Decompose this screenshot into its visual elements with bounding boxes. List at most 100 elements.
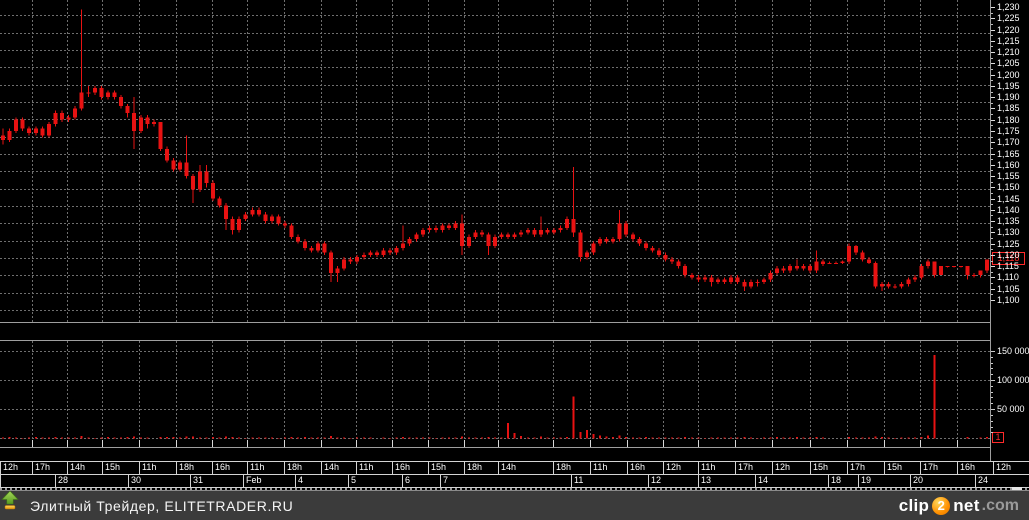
volume-bar bbox=[520, 435, 523, 439]
price-tick-label: 1,195 bbox=[997, 81, 1020, 91]
hour-cell: 12h bbox=[663, 462, 698, 474]
volume-bar bbox=[913, 437, 916, 439]
candle-body bbox=[761, 279, 766, 282]
candle-body bbox=[630, 234, 635, 240]
price-tick bbox=[991, 255, 995, 256]
volume-bar bbox=[907, 437, 910, 439]
volume-bar bbox=[592, 433, 595, 439]
volume-bar bbox=[448, 437, 451, 439]
candle-body bbox=[604, 239, 609, 242]
candle-body bbox=[958, 266, 963, 268]
pane-separator-top[interactable] bbox=[0, 322, 990, 323]
candle-body bbox=[460, 223, 465, 246]
volume-bar bbox=[270, 437, 273, 439]
volume-tick bbox=[991, 380, 995, 381]
volume-bar bbox=[605, 436, 608, 439]
volume-bar bbox=[553, 437, 556, 439]
candle-body bbox=[66, 117, 71, 120]
candle-body bbox=[269, 216, 274, 222]
price-tick bbox=[991, 187, 995, 188]
volume-bar bbox=[874, 436, 877, 439]
date-cell: 14 bbox=[755, 475, 828, 487]
volume-bar bbox=[494, 437, 496, 439]
volume-pane[interactable] bbox=[0, 341, 990, 448]
volume-bar bbox=[343, 437, 346, 439]
hour-cell: 18h bbox=[464, 462, 498, 474]
candle-body bbox=[197, 171, 202, 190]
volume-bar bbox=[54, 437, 57, 439]
candle-body bbox=[860, 252, 865, 260]
candle-body bbox=[105, 92, 110, 98]
candle-body bbox=[224, 205, 229, 219]
candle-body bbox=[886, 284, 891, 287]
volume-bar bbox=[421, 437, 424, 439]
date-cell: 4 bbox=[295, 475, 348, 487]
volume-bar bbox=[434, 437, 437, 439]
price-pane[interactable] bbox=[0, 0, 990, 322]
candle-body bbox=[243, 214, 248, 219]
candle-body bbox=[407, 239, 412, 244]
volume-bar bbox=[126, 437, 129, 439]
price-tick-label: 1,135 bbox=[997, 216, 1020, 226]
time-axis-hours[interactable]: 12h 17h 14h 15h 11h 18h 16h 11h 18h 14h 11h 16h 15h 1… bbox=[0, 461, 1029, 474]
price-tick bbox=[991, 142, 995, 143]
volume-chart-canvas bbox=[0, 341, 990, 447]
volume-bar bbox=[192, 436, 195, 439]
volume-bar bbox=[474, 437, 477, 439]
volume-tick-label: 150 000 bbox=[997, 346, 1029, 356]
candle-body bbox=[20, 119, 25, 129]
price-axis[interactable]: 1,118 1 1,230 1,225 1,220 1,215 1,210 1,205 1,… bbox=[990, 0, 1029, 461]
candle-body bbox=[571, 218, 576, 233]
price-minor-tick bbox=[991, 24, 993, 25]
volume-bar bbox=[736, 437, 739, 439]
volume-bar bbox=[618, 435, 621, 439]
candle-body bbox=[788, 266, 793, 271]
price-tick-label: 1,160 bbox=[997, 160, 1020, 170]
price-tick-label: 1,210 bbox=[997, 47, 1020, 57]
volume-bar bbox=[756, 437, 759, 439]
time-axis-dates[interactable]: 28 30 31 Feb 4 5 6 7 11 12 13 14 18 19 20 24 bbox=[0, 474, 1029, 488]
volume-bar bbox=[93, 437, 96, 439]
price-tick bbox=[991, 277, 995, 278]
candle-body bbox=[158, 121, 163, 149]
date-cell: 12 bbox=[648, 475, 698, 487]
logo-word-net: net bbox=[953, 495, 980, 515]
volume-bar bbox=[28, 437, 31, 439]
candle-body bbox=[27, 128, 32, 134]
scrollbar-dots[interactable] bbox=[0, 488, 1029, 490]
volume-bar bbox=[113, 437, 116, 439]
candle-body bbox=[722, 279, 727, 282]
price-minor-tick bbox=[991, 69, 993, 70]
price-tick-label: 1,170 bbox=[997, 137, 1020, 147]
candle-body bbox=[125, 106, 130, 113]
candle-body bbox=[893, 286, 898, 288]
price-tick-label: 1,225 bbox=[997, 13, 1020, 23]
hour-cell: 11h bbox=[356, 462, 392, 474]
volume-bar bbox=[533, 437, 536, 439]
candle-body bbox=[112, 92, 117, 98]
volume-bar bbox=[572, 396, 575, 439]
date-cell: 6 bbox=[402, 475, 440, 487]
volume-bar bbox=[933, 354, 936, 439]
candle-body bbox=[932, 261, 937, 276]
volume-bar bbox=[80, 435, 83, 439]
volume-bar bbox=[382, 437, 385, 439]
price-tick bbox=[991, 289, 995, 290]
volume-bar bbox=[87, 437, 90, 439]
volume-bar bbox=[749, 437, 752, 439]
price-tick-label: 1,115 bbox=[997, 261, 1019, 271]
volume-bar bbox=[539, 436, 542, 439]
pane-separator-bottom[interactable] bbox=[0, 340, 990, 341]
candle-body bbox=[525, 230, 530, 233]
volume-bar bbox=[205, 437, 208, 439]
hour-cell: 12h bbox=[772, 462, 810, 474]
candle-body bbox=[302, 241, 307, 249]
candle-body bbox=[204, 171, 209, 183]
candle-body bbox=[92, 88, 97, 93]
price-tick-label: 1,215 bbox=[997, 36, 1020, 46]
volume-bar bbox=[225, 436, 228, 439]
price-tick bbox=[991, 131, 995, 132]
volume-bar bbox=[257, 437, 260, 439]
candle-body bbox=[473, 232, 478, 237]
price-tick-label: 1,230 bbox=[997, 2, 1020, 12]
